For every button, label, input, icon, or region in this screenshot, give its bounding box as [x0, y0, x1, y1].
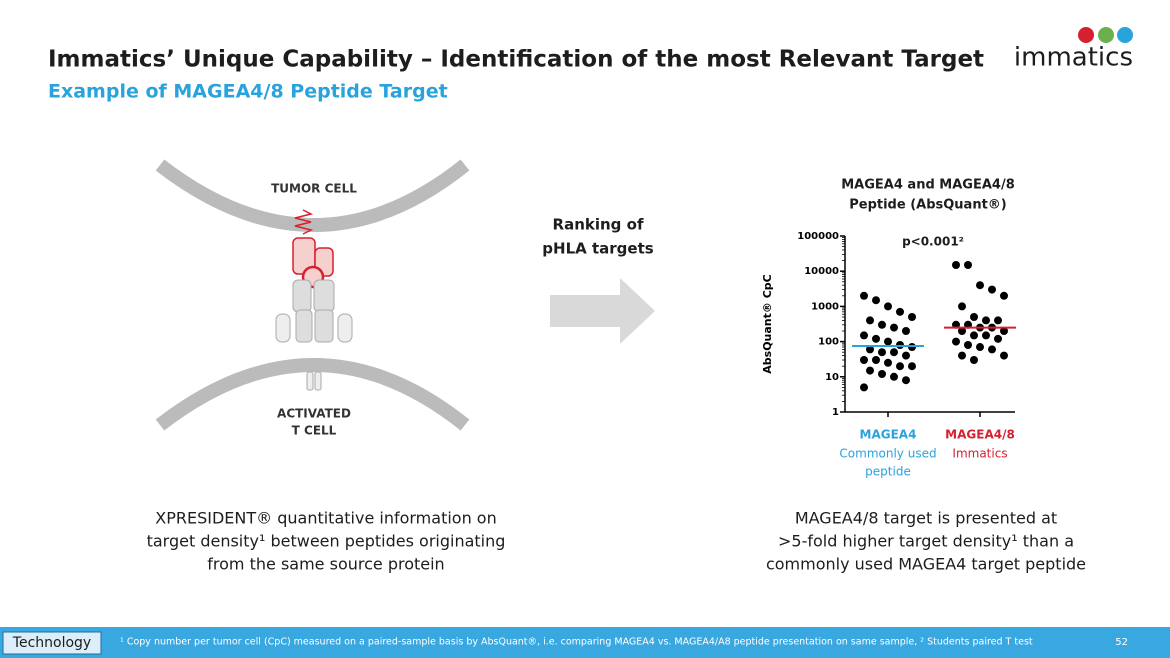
category-note: Immatics	[952, 447, 1007, 461]
chart-title: Peptide (AbsQuant®)	[849, 198, 1007, 213]
dot	[890, 323, 898, 332]
arrow-label: Ranking of	[553, 216, 644, 234]
dot	[994, 334, 1002, 343]
dot	[958, 302, 966, 311]
dot	[952, 261, 960, 270]
dot	[878, 320, 886, 329]
dot	[872, 296, 880, 305]
dot	[890, 372, 898, 381]
dot	[988, 285, 996, 294]
y-tick-label: 100	[818, 337, 839, 348]
dot	[860, 383, 868, 392]
x-tick-label: MAGEA4/8	[945, 428, 1015, 442]
dot	[970, 356, 978, 365]
dot	[902, 351, 910, 360]
diagram-label: TUMOR CELL	[271, 182, 357, 196]
dot	[890, 348, 898, 357]
caption: target density¹ between peptides origina…	[147, 532, 506, 551]
dot	[896, 362, 904, 371]
diagram-label: ACTIVATED	[277, 407, 351, 421]
page-number: 52	[1115, 637, 1128, 648]
subtitle: Example of MAGEA4/8 Peptide Target	[48, 81, 448, 103]
dot	[878, 348, 886, 357]
caption: commonly used MAGEA4 target peptide	[766, 555, 1086, 574]
logo-dots	[1078, 27, 1133, 43]
dot	[964, 341, 972, 350]
footnote: ¹ Copy number per tumor cell (CpC) measu…	[120, 637, 1033, 648]
y-tick-label: 10	[825, 372, 839, 383]
y-tick-label: 100000	[797, 231, 839, 242]
footer-bar	[0, 627, 1170, 658]
dot	[952, 337, 960, 346]
dot	[976, 343, 984, 352]
section-tag	[2, 631, 102, 655]
y-tick-label: 1000	[811, 301, 839, 312]
dot	[884, 358, 892, 367]
logo: immatics	[1014, 43, 1133, 73]
dot	[860, 331, 868, 340]
dot	[908, 312, 916, 321]
dot	[964, 261, 972, 270]
y-axis-label: AbsQuant® CpC	[761, 274, 774, 373]
dot	[902, 327, 910, 336]
cell-diagram	[155, 159, 470, 431]
dot	[1000, 291, 1008, 300]
dot	[902, 376, 910, 385]
dot	[860, 356, 868, 365]
dot	[994, 316, 1002, 325]
annotation: p<0.001²	[902, 235, 964, 249]
category-note: Commonly used	[839, 447, 936, 461]
dot	[958, 327, 966, 336]
y-tick-label: 10000	[804, 266, 839, 277]
dot	[866, 316, 874, 325]
dot	[976, 281, 984, 290]
x-tick-label: MAGEA4	[860, 428, 917, 442]
caption: >5-fold higher target density¹ than a	[778, 532, 1074, 551]
chart-title: MAGEA4 and MAGEA4/8	[841, 178, 1015, 193]
dot	[988, 345, 996, 354]
dot	[908, 343, 916, 352]
dot	[1000, 351, 1008, 360]
category-note: peptide	[865, 465, 911, 479]
dot	[896, 307, 904, 316]
arrow	[550, 278, 655, 344]
dot	[970, 331, 978, 340]
dot	[958, 351, 966, 360]
dot	[970, 312, 978, 321]
y-tick-label: 1	[832, 407, 839, 418]
dot	[982, 331, 990, 340]
dot	[860, 291, 868, 300]
dot	[872, 334, 880, 343]
chart: MAGEA4 and MAGEA4/8 Peptide (AbsQuant®) p<…	[761, 178, 1016, 479]
dot	[878, 370, 886, 379]
section: Technology	[12, 635, 91, 651]
dot	[908, 362, 916, 371]
caption: from the same source protein	[207, 555, 444, 574]
dot	[884, 337, 892, 346]
diagram-label: T CELL	[292, 424, 337, 438]
title: Immatics’ Unique Capability – Identifica…	[48, 47, 984, 73]
dot	[866, 345, 874, 354]
caption: XPRESIDENT® quantitative information on	[155, 509, 496, 528]
dot	[1000, 327, 1008, 336]
dot	[982, 316, 990, 325]
dot	[884, 302, 892, 311]
caption: MAGEA4/8 target is presented at	[795, 509, 1057, 528]
dot	[866, 366, 874, 375]
dot	[872, 356, 880, 365]
arrow-label: pHLA targets	[542, 240, 653, 258]
captions: XPRESIDENT® quantitative information on t…	[147, 509, 1086, 574]
